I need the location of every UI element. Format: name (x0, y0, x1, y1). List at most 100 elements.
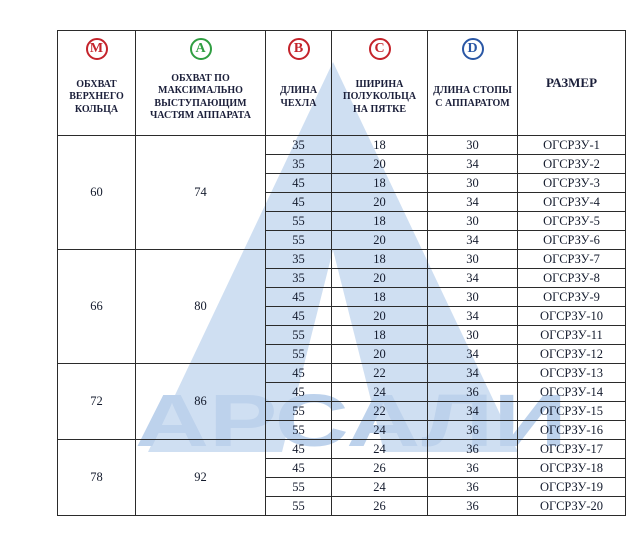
cell-c: 18 (331, 173, 428, 193)
header-label-a: ОБХВАТ ПО МАКСИМАЛЬНО ВЫСТУПАЮЩИМ ЧАСТЯМ… (149, 73, 252, 121)
cell-d: 34 (427, 363, 518, 383)
cell-d: 34 (427, 192, 518, 212)
cell-c: 18 (331, 211, 428, 231)
cell-b: 35 (265, 135, 332, 155)
table-row: 35 20 34 ОГСРЗУ-8 (58, 268, 626, 288)
cell-d: 30 (427, 325, 518, 345)
table-row: 45 20 34 ОГСРЗУ-4 (58, 192, 626, 212)
cell-d: 30 (427, 173, 518, 193)
cell-m: 60 (57, 135, 136, 250)
cell-b: 45 (265, 287, 332, 307)
cell-d: 36 (427, 496, 518, 516)
cell-d: 30 (427, 249, 518, 269)
header-label-b: ДЛИНА ЧЕХЛА (279, 85, 318, 109)
cell-c: 24 (331, 420, 428, 440)
header-label-c: ШИРИНА ПОЛУКОЛЬЦА НА ПЯТКЕ (342, 79, 417, 115)
header-cell-b: B ДЛИНА ЧЕХЛА (265, 30, 332, 136)
cell-d: 36 (427, 382, 518, 402)
cell-m: 66 (57, 249, 136, 364)
cell-d: 36 (427, 420, 518, 440)
cell-b: 45 (265, 363, 332, 383)
cell-c: 26 (331, 496, 428, 516)
cell-size: ОГСРЗУ-11 (517, 325, 626, 345)
cell-c: 26 (331, 458, 428, 478)
cell-size: ОГСРЗУ-17 (517, 439, 626, 459)
cell-c: 18 (331, 135, 428, 155)
cell-c: 20 (331, 230, 428, 250)
cell-b: 45 (265, 439, 332, 459)
cell-c: 24 (331, 477, 428, 497)
cell-a: 80 (135, 249, 266, 364)
cell-c: 22 (331, 363, 428, 383)
cell-size: ОГСРЗУ-3 (517, 173, 626, 193)
cell-size: ОГСРЗУ-18 (517, 458, 626, 478)
header-label-d: ДЛИНА СТОПЫ С АППАРАТОМ (433, 85, 512, 109)
cell-d: 30 (427, 287, 518, 307)
cell-size: ОГСРЗУ-6 (517, 230, 626, 250)
cell-d: 36 (427, 458, 518, 478)
table-row: 55 18 30 ОГСРЗУ-5 (58, 211, 626, 231)
table-row: 45 20 34 ОГСРЗУ-10 (58, 306, 626, 326)
cell-b: 55 (265, 401, 332, 421)
cell-c: 24 (331, 382, 428, 402)
size-table: M ОБХВАТ ВЕРХНЕГО КОЛЬЦА A ОБХВАТ ПО МАК… (57, 30, 626, 516)
cell-size: ОГСРЗУ-16 (517, 420, 626, 440)
table-row: 55 24 36 ОГСРЗУ-16 (58, 420, 626, 440)
header-label-size: РАЗМЕР (545, 75, 598, 90)
cell-b: 35 (265, 154, 332, 174)
cell-size: ОГСРЗУ-15 (517, 401, 626, 421)
cell-b: 35 (265, 249, 332, 269)
cell-d: 34 (427, 268, 518, 288)
cell-size: ОГСРЗУ-5 (517, 211, 626, 231)
cell-m: 72 (57, 363, 136, 440)
header-cell-size: РАЗМЕР (517, 30, 626, 136)
table-row: 45 18 30 ОГСРЗУ-9 (58, 287, 626, 307)
cell-d: 30 (427, 135, 518, 155)
cell-b: 55 (265, 420, 332, 440)
table-row: 60 74 35 18 30 ОГСРЗУ-1 (57, 135, 626, 250)
header-cell-m: M ОБХВАТ ВЕРХНЕГО КОЛЬЦА (57, 30, 136, 136)
cell-b: 55 (265, 230, 332, 250)
cell-d: 36 (427, 477, 518, 497)
cell-c: 18 (331, 249, 428, 269)
header-cell-d: D ДЛИНА СТОПЫ С АППАРАТОМ (427, 30, 518, 136)
cell-d: 34 (427, 230, 518, 250)
size-table-body: 60 74 35 18 30 ОГСРЗУ-1 35 20 34 ОГСРЗУ-2 45 18 30 ОГ… (57, 135, 626, 516)
table-row: 55 20 34 ОГСРЗУ-6 (58, 230, 626, 250)
cell-size: ОГСРЗУ-20 (517, 496, 626, 516)
cell-size: ОГСРЗУ-13 (517, 363, 626, 383)
measure-a-badge: A (189, 38, 212, 60)
cell-size: ОГСРЗУ-8 (517, 268, 626, 288)
header-cell-c: C ШИРИНА ПОЛУКОЛЬЦА НА ПЯТКЕ (331, 30, 428, 136)
cell-size: ОГСРЗУ-1 (517, 135, 626, 155)
table-row: 66 80 35 18 30 ОГСРЗУ-7 (57, 249, 626, 364)
cell-b: 55 (265, 344, 332, 364)
cell-d: 36 (427, 439, 518, 459)
table-row: 55 24 36 ОГСРЗУ-19 (58, 477, 626, 497)
cell-m: 78 (57, 439, 136, 516)
cell-d: 34 (427, 401, 518, 421)
cell-size: ОГСРЗУ-7 (517, 249, 626, 269)
cell-c: 18 (331, 287, 428, 307)
table-header: M ОБХВАТ ВЕРХНЕГО КОЛЬЦА A ОБХВАТ ПО МАК… (57, 30, 626, 136)
header-cell-a: A ОБХВАТ ПО МАКСИМАЛЬНО ВЫСТУПАЮЩИМ ЧАСТ… (135, 30, 266, 136)
table-row: 72 86 45 22 34 ОГСРЗУ-13 (57, 363, 626, 440)
cell-b: 45 (265, 458, 332, 478)
cell-size: ОГСРЗУ-10 (517, 306, 626, 326)
cell-a: 86 (135, 363, 266, 440)
cell-c: 24 (331, 439, 428, 459)
cell-a: 74 (135, 135, 266, 250)
table-row: 55 26 36 ОГСРЗУ-20 (58, 496, 626, 516)
measure-c-badge: C (368, 38, 391, 60)
cell-b: 55 (265, 477, 332, 497)
cell-c: 22 (331, 401, 428, 421)
cell-size: ОГСРЗУ-12 (517, 344, 626, 364)
cell-size: ОГСРЗУ-2 (517, 154, 626, 174)
cell-d: 34 (427, 154, 518, 174)
cell-b: 45 (265, 382, 332, 402)
cell-c: 20 (331, 192, 428, 212)
cell-size: ОГСРЗУ-14 (517, 382, 626, 402)
cell-c: 18 (331, 325, 428, 345)
cell-b: 55 (265, 325, 332, 345)
